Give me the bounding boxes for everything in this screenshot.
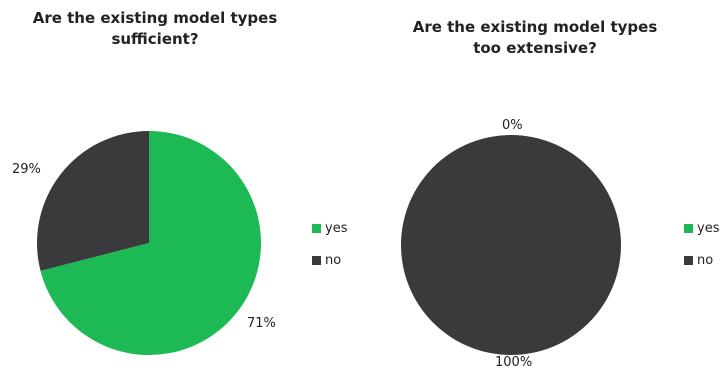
legend-item-yes: yes — [312, 218, 347, 238]
data-label-left-no: 29% — [12, 162, 41, 177]
data-label-left-yes: 71% — [247, 316, 276, 331]
legend-left: yes no — [312, 218, 347, 282]
legend-label-yes: yes — [325, 220, 348, 236]
legend-swatch-yes — [312, 223, 321, 233]
data-label-right-no: 100% — [495, 355, 533, 370]
legend-right: yes no — [684, 218, 719, 282]
legend-swatch-no — [684, 255, 693, 265]
pie-slice-too-extensive-no — [401, 135, 621, 355]
pie-slice-sufficient-yes — [40, 131, 262, 355]
legend-label-yes: yes — [697, 220, 720, 236]
legend-item-yes: yes — [684, 218, 719, 238]
chart-title-sufficient: Are the existing model types sufficient? — [32, 9, 278, 48]
data-label-right-yes: 0% — [502, 118, 523, 133]
legend-item-no: no — [312, 250, 347, 270]
chart-title-too-extensive: Are the existing model types too extensi… — [412, 18, 658, 57]
legend-label-no: no — [697, 252, 714, 268]
pie-slice-sufficient-no — [36, 131, 149, 271]
legend-swatch-no — [312, 255, 321, 265]
legend-label-no: no — [325, 252, 342, 268]
legend-item-no: no — [684, 250, 719, 270]
legend-swatch-yes — [684, 223, 693, 233]
